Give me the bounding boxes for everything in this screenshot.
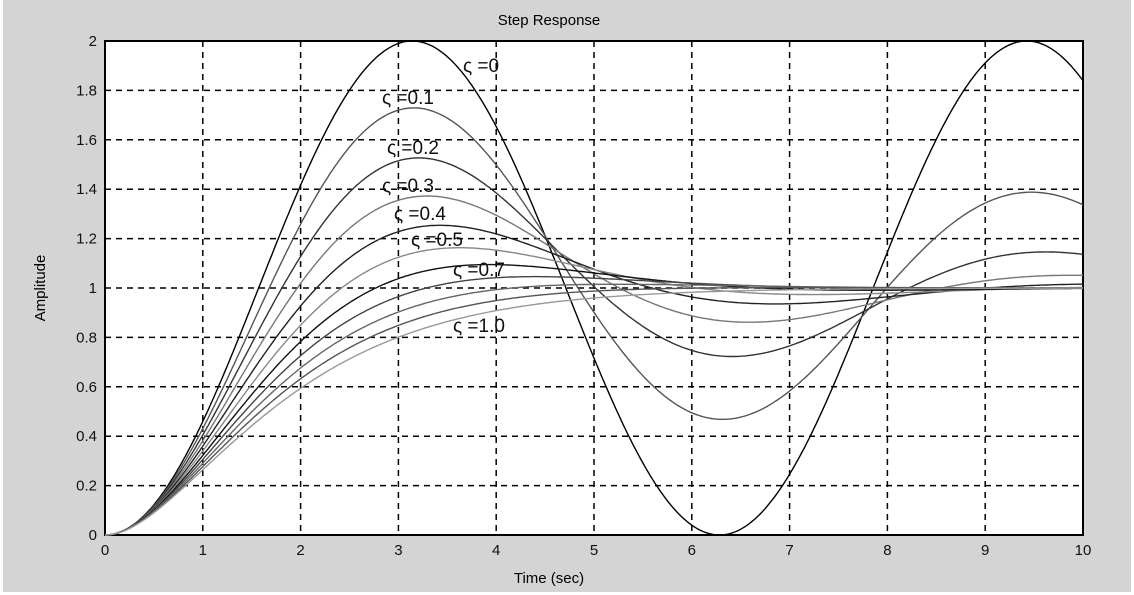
annotation-zeta-0.5: ς =0.5 bbox=[411, 230, 463, 251]
annotation-zeta-0.4: ς =0.4 bbox=[394, 204, 446, 225]
x-tick-label: 5 bbox=[590, 542, 598, 559]
x-tick-label: 1 bbox=[199, 542, 207, 559]
series-line-zeta-0.2 bbox=[104, 157, 1084, 536]
x-tick-label: 7 bbox=[785, 542, 793, 559]
y-tick-label: 0.2 bbox=[76, 478, 97, 495]
y-tick-label: 0.4 bbox=[76, 428, 97, 445]
y-tick-label: 1.6 bbox=[76, 132, 97, 149]
y-tick-label: 1 bbox=[89, 280, 97, 297]
y-tick-label: 0.8 bbox=[76, 329, 97, 346]
annotation-zeta-0: ς =0 bbox=[463, 56, 500, 77]
y-tick-label: 1.2 bbox=[76, 231, 97, 248]
x-tick-label: 2 bbox=[296, 542, 304, 559]
series-line-zeta-0 bbox=[104, 40, 1084, 536]
x-tick-label: 6 bbox=[688, 542, 696, 559]
series-line-zeta-0.6 bbox=[104, 263, 1083, 536]
x-tick-label: 9 bbox=[981, 542, 989, 559]
y-tick-label: 0 bbox=[89, 527, 97, 544]
series-line-zeta-0.9 bbox=[104, 286, 1083, 536]
step-response-chart: Step Response Time (sec) Amplitude 0 1 2 3 4… bbox=[32, 12, 1092, 587]
x-axis-label: Time (sec) bbox=[514, 570, 584, 587]
y-tick-label: 2 bbox=[89, 33, 97, 50]
series-line-zeta-0.5 bbox=[104, 247, 1083, 536]
x-tick-label: 10 bbox=[1075, 542, 1092, 559]
figure: Step Response Time (sec) Amplitude 0 1 2 3 4… bbox=[3, 0, 1131, 592]
y-tick-label: 1.8 bbox=[76, 82, 97, 99]
y-axis-label: Amplitude bbox=[32, 255, 49, 322]
x-tick-label: 8 bbox=[883, 542, 891, 559]
y-tick-label: 1.4 bbox=[76, 181, 97, 198]
series-line-zeta-1 bbox=[104, 287, 1083, 536]
chart-title: Step Response bbox=[498, 12, 601, 29]
annotation-zeta-1.0: ς =1.0 bbox=[453, 316, 505, 337]
y-tick-label: 0.6 bbox=[76, 379, 97, 396]
x-tick-label: 0 bbox=[101, 542, 109, 559]
series-line-zeta-0.1 bbox=[104, 107, 1084, 536]
annotation-zeta-0.1: ς =0.1 bbox=[382, 88, 434, 109]
annotation-zeta-0.7: ς =0.7 bbox=[453, 260, 505, 281]
x-tick-label: 4 bbox=[492, 542, 500, 559]
x-tick-label: 3 bbox=[394, 542, 402, 559]
annotation-zeta-0.2: ς =0.2 bbox=[387, 138, 439, 159]
annotation-zeta-0.3: ς =0.3 bbox=[382, 176, 434, 197]
